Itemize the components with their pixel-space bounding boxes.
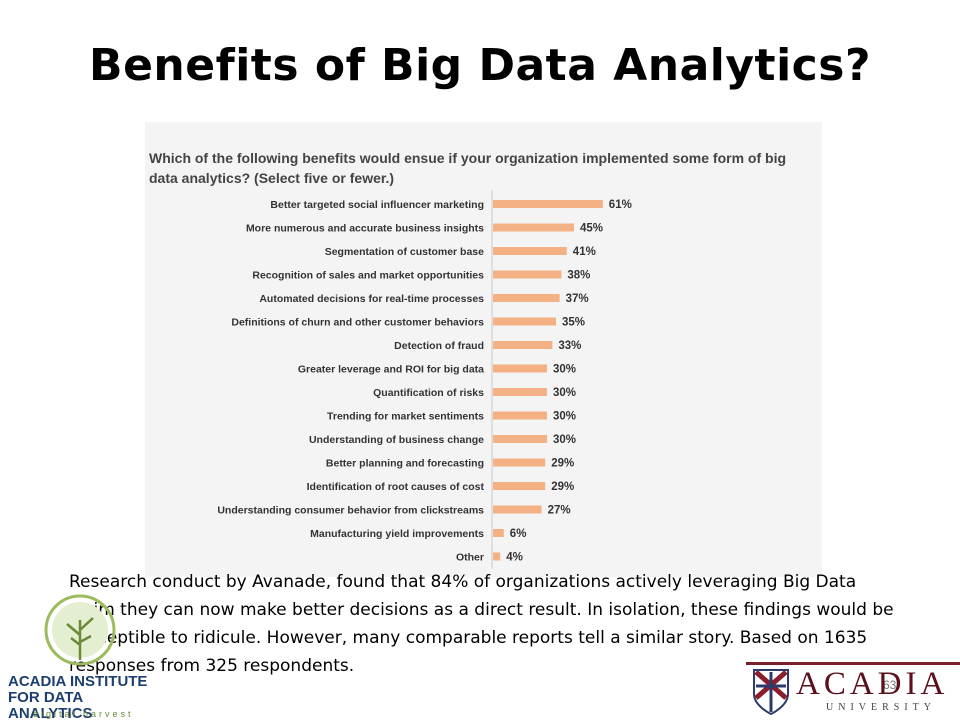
bar — [493, 552, 501, 561]
bar-chart: Better targeted social influencer market… — [217, 190, 632, 569]
institute-emblem-icon — [44, 594, 116, 666]
category-label: Automated decisions for real-time proces… — [259, 293, 484, 305]
category-label: Better planning and forecasting — [326, 458, 484, 470]
institute-tagline: digital harvest — [33, 709, 134, 719]
institute-name: ACADIA INSTITUTE FOR DATA ANALYTICS — [8, 674, 155, 722]
bar — [493, 482, 546, 490]
value-label: 35% — [562, 317, 585, 329]
category-label: Understanding consumer behavior from cli… — [217, 505, 484, 517]
bar — [493, 364, 547, 373]
acadia-university-logo: ACADIA UNIVERSITY — [750, 664, 955, 718]
value-label: 30% — [553, 434, 576, 446]
bar — [493, 341, 553, 349]
shield-icon — [753, 669, 789, 716]
value-label: 6% — [510, 528, 527, 540]
bar — [493, 435, 547, 443]
value-label: 4% — [506, 552, 523, 564]
bar — [493, 317, 556, 326]
footer-rule — [746, 662, 960, 665]
chart-title: Which of the following benefits would en… — [149, 150, 787, 186]
category-label: Definitions of churn and other customer … — [231, 317, 484, 329]
value-label: 30% — [553, 411, 576, 423]
institute-name-line1: ACADIA INSTITUTE — [8, 673, 148, 690]
category-label: Quantification of risks — [373, 387, 484, 399]
category-label: Better targeted social influencer market… — [270, 199, 484, 211]
category-label: More numerous and accurate business insi… — [246, 223, 484, 235]
chart-panel: Which of the following benefits would en… — [145, 122, 822, 577]
category-label: Trending for market sentiments — [327, 411, 484, 423]
bar — [493, 411, 547, 420]
bar — [493, 270, 562, 279]
institute-name-line2: FOR DATA ANALYTICS — [8, 689, 93, 722]
bar — [493, 388, 547, 396]
bar — [493, 294, 560, 302]
category-label: Understanding of business change — [309, 434, 484, 446]
category-label: Detection of fraud — [394, 340, 484, 352]
category-label: Other — [456, 552, 484, 564]
bar — [493, 200, 603, 208]
category-label: Segmentation of customer base — [325, 246, 484, 258]
value-label: 38% — [567, 270, 590, 282]
value-label: 29% — [551, 458, 574, 470]
bar — [493, 458, 546, 467]
category-label: Recognition of sales and market opportun… — [252, 270, 484, 282]
value-label: 41% — [573, 246, 596, 258]
value-label: 27% — [548, 505, 571, 517]
bar — [493, 529, 504, 537]
bar — [493, 223, 574, 232]
body-text: Research conduct by Avanade, found that … — [69, 572, 894, 676]
bar — [493, 505, 542, 514]
bar — [493, 247, 567, 255]
value-label: 30% — [553, 387, 576, 399]
acadia-institute-logo: ACADIA INSTITUTE FOR DATA ANALYTICS digi… — [5, 590, 155, 722]
value-label: 29% — [551, 481, 574, 493]
category-label: Identification of root causes of cost — [307, 481, 485, 493]
value-label: 30% — [553, 364, 576, 376]
slide-title: Benefits of Big Data Analytics? — [89, 40, 871, 91]
category-label: Greater leverage and ROI for big data — [298, 364, 484, 376]
value-label: 61% — [609, 199, 632, 211]
university-wordmark: ACADIA — [796, 666, 949, 702]
value-label: 45% — [580, 223, 603, 235]
value-label: 33% — [558, 340, 581, 352]
page-number: 63 — [883, 678, 897, 692]
university-subtitle: UNIVERSITY — [826, 702, 936, 713]
value-label: 37% — [566, 293, 589, 305]
category-label: Manufacturing yield improvements — [310, 528, 484, 540]
